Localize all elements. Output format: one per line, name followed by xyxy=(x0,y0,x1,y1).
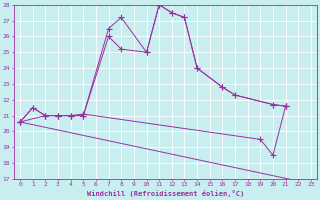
X-axis label: Windchill (Refroidissement éolien,°C): Windchill (Refroidissement éolien,°C) xyxy=(87,190,244,197)
